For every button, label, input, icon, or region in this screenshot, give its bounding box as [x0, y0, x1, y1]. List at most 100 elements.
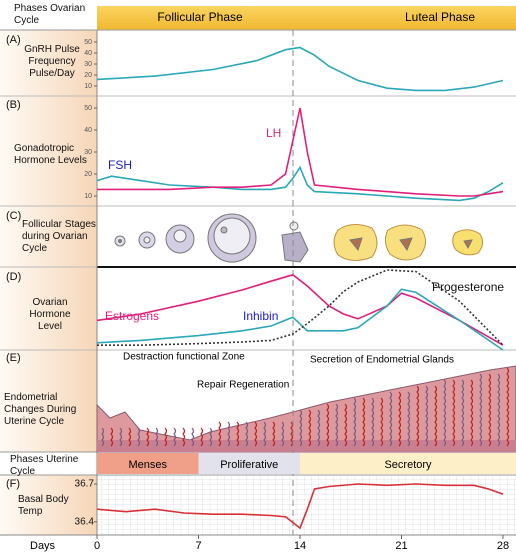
x-tick-label: 7	[195, 540, 201, 552]
panel-label: (D)	[6, 271, 22, 283]
annotation: Destraction functional Zone	[123, 352, 245, 363]
gland	[110, 427, 114, 447]
series-label: Progesterone	[432, 280, 504, 294]
left-column	[0, 30, 97, 452]
y-tick-label: 10	[84, 83, 92, 90]
gland	[488, 373, 492, 447]
gland	[434, 385, 438, 447]
panel-label: (C)	[6, 210, 22, 222]
line-series	[96, 273, 504, 346]
x-tick-label: 21	[395, 540, 407, 552]
y-tick-label: 36.4	[75, 516, 95, 527]
gland	[137, 427, 141, 447]
y-tick-label: 30	[84, 149, 92, 156]
grid-area	[97, 475, 516, 535]
gland	[425, 385, 429, 447]
series-label: FSH	[108, 158, 132, 172]
gland	[164, 427, 168, 447]
line-series	[97, 269, 504, 346]
days-label: Days	[30, 540, 56, 552]
gland	[263, 421, 267, 447]
glands	[101, 367, 510, 447]
uterine-title: Phases Uterine Cycle	[10, 454, 79, 477]
gland	[119, 427, 123, 447]
gland	[182, 427, 186, 447]
gland	[191, 427, 195, 447]
gland	[101, 427, 105, 447]
panel-title: Basal Body Temp	[18, 494, 69, 517]
line-series	[97, 107, 504, 197]
gland	[416, 385, 420, 447]
y-tick-label: 20	[84, 171, 92, 178]
line-series	[96, 165, 504, 202]
gland	[407, 391, 411, 447]
phase-band	[300, 453, 516, 474]
x-tick-label: 14	[294, 540, 306, 552]
gland	[452, 379, 456, 447]
phase-label: Luteal Phase	[405, 10, 475, 24]
panel-title: Endometrial Changes During Uterine Cycle	[4, 392, 77, 427]
y-tick-label: 10	[84, 193, 92, 200]
line-series	[96, 288, 504, 351]
gland	[281, 421, 285, 447]
gland	[236, 421, 240, 447]
gland	[317, 409, 321, 447]
phase-label: Menses	[128, 459, 167, 471]
phase-band	[97, 453, 199, 474]
gland	[200, 427, 204, 447]
follicles	[114, 213, 484, 263]
gland	[389, 391, 393, 447]
gland	[443, 379, 447, 447]
x-tick-label: 0	[94, 540, 100, 552]
y-tick-label: 50	[84, 105, 92, 112]
gland	[398, 391, 402, 447]
gland	[371, 397, 375, 447]
left-column	[0, 475, 97, 535]
phase-label: Secretory	[384, 459, 432, 471]
series-label: LH	[266, 126, 281, 140]
gland	[497, 373, 501, 447]
gland	[506, 367, 510, 447]
annotation: Secretion of Endometrial Glands	[310, 355, 454, 366]
gland	[146, 427, 150, 447]
gland	[344, 403, 348, 447]
y-tick-label: 30	[84, 61, 92, 68]
x-tick-label: 28	[497, 540, 509, 552]
line-series	[96, 46, 504, 92]
panel-label: (A)	[6, 34, 21, 46]
panel-title: Ovarian Hormone Level	[29, 297, 71, 332]
basal-layer	[97, 440, 516, 452]
y-tick-label: 36.7	[75, 479, 95, 490]
header-title: Phases Ovarian Cycle	[14, 3, 86, 26]
gland	[209, 427, 213, 447]
phase-label: Follicular Phase	[157, 10, 243, 24]
y-tick-label: 40	[84, 127, 92, 134]
gland	[290, 421, 294, 447]
gland	[245, 421, 249, 447]
gland	[461, 379, 465, 447]
gland	[299, 409, 303, 447]
gland	[335, 403, 339, 447]
panel-label: (F)	[6, 478, 21, 490]
gland	[254, 421, 258, 447]
gland	[326, 403, 330, 447]
gland	[227, 421, 231, 447]
gland	[353, 397, 357, 447]
panel-title: Gonadotropic Hormone Levels	[14, 143, 87, 166]
phase-label: Proliferative	[220, 459, 278, 471]
gland	[155, 427, 159, 447]
phase-band	[198, 453, 300, 474]
gland	[128, 427, 132, 447]
annotation: Repair Regeneration	[197, 380, 289, 391]
panel-label: (B)	[6, 99, 21, 111]
series-label: Inhibin	[243, 309, 278, 323]
panel-title: GnRH Pulse Frequency Pulse/Day	[24, 44, 80, 79]
gland	[173, 427, 177, 447]
y-tick-label: 50	[84, 39, 92, 46]
line-series	[96, 483, 504, 530]
y-tick-label: 20	[84, 72, 92, 79]
gland	[308, 409, 312, 447]
panel-label: (E)	[6, 352, 21, 364]
